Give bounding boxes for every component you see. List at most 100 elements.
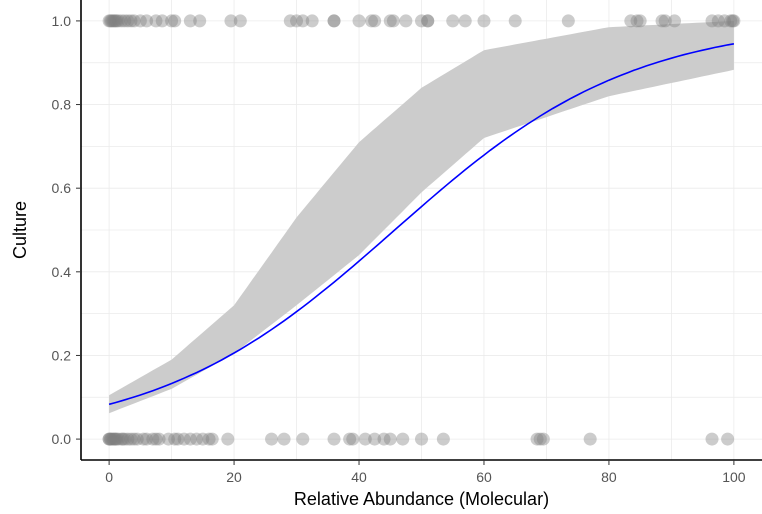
x-tick-label: 80 (601, 469, 617, 485)
data-point-culture-1 (630, 14, 644, 28)
data-point-culture-1 (711, 14, 725, 28)
data-point-culture-1 (165, 14, 179, 28)
data-point-culture-1 (561, 14, 575, 28)
data-point-culture-1 (383, 14, 397, 28)
y-axis-title: Culture (10, 201, 30, 259)
data-point-culture-1 (352, 14, 366, 28)
data-point-culture-1 (193, 14, 207, 28)
data-point-culture-0 (377, 432, 391, 446)
data-point-culture-0 (108, 432, 122, 446)
data-point-culture-1 (655, 14, 669, 28)
data-point-culture-1 (149, 14, 163, 28)
data-point-culture-0 (103, 432, 117, 446)
data-point-culture-1 (421, 14, 435, 28)
data-point-culture-0 (130, 432, 144, 446)
data-point-culture-0 (196, 432, 210, 446)
data-point-culture-1 (724, 14, 738, 28)
data-point-culture-0 (102, 432, 116, 446)
data-point-culture-1 (133, 14, 147, 28)
data-point-culture-0 (436, 432, 450, 446)
y-axis-ticks: 0.0 0.2 0.4 0.6 0.8 1.0 (52, 13, 81, 447)
confidence-ribbon (109, 20, 734, 414)
data-point-culture-1 (668, 14, 682, 28)
data-point-culture-0 (177, 432, 191, 446)
data-point-culture-0 (116, 432, 130, 446)
data-point-culture-1 (290, 14, 304, 28)
data-point-culture-0 (583, 432, 597, 446)
data-point-culture-0 (102, 432, 116, 446)
data-point-culture-0 (111, 432, 125, 446)
data-point-culture-1 (140, 14, 154, 28)
logistic-fit-line (108, 43, 735, 406)
data-point-culture-1 (102, 14, 116, 28)
data-point-culture-1 (103, 14, 117, 28)
data-point-culture-1 (296, 14, 310, 28)
data-point-culture-1 (399, 14, 413, 28)
y-tick-label: 0.6 (52, 180, 72, 196)
data-point-culture-0 (396, 432, 410, 446)
data-point-culture-0 (343, 432, 357, 446)
data-point-culture-0 (277, 432, 291, 446)
data-point-culture-0 (705, 432, 719, 446)
data-point-culture-1 (121, 14, 135, 28)
data-point-culture-1 (365, 14, 379, 28)
data-point-culture-1 (633, 14, 647, 28)
data-point-culture-0 (183, 432, 197, 446)
data-point-culture-0 (124, 432, 138, 446)
data-point-culture-0 (168, 432, 182, 446)
data-point-culture-1 (111, 14, 125, 28)
data-point-culture-0 (721, 432, 735, 446)
y-tick-label: 0.2 (52, 347, 72, 363)
data-point-culture-1 (327, 14, 341, 28)
data-point-culture-0 (161, 432, 175, 446)
x-tick-label: 0 (105, 469, 113, 485)
data-point-culture-1 (446, 14, 460, 28)
data-point-culture-0 (136, 432, 150, 446)
data-point-culture-0 (202, 432, 216, 446)
data-point-culture-0 (221, 432, 235, 446)
data-point-culture-1 (106, 14, 120, 28)
data-point-culture-0 (368, 432, 382, 446)
data-point-culture-0 (149, 432, 163, 446)
x-tick-label: 60 (476, 469, 492, 485)
data-point-culture-0 (115, 432, 129, 446)
y-tick-label: 0.8 (52, 97, 72, 113)
data-point-culture-1 (115, 14, 129, 28)
data-point-culture-0 (536, 432, 550, 446)
data-point-culture-1 (718, 14, 732, 28)
data-point-culture-1 (283, 14, 297, 28)
data-points (102, 14, 741, 446)
data-point-culture-0 (118, 432, 132, 446)
data-point-culture-0 (205, 432, 219, 446)
data-point-culture-1 (368, 14, 382, 28)
data-point-culture-1 (705, 14, 719, 28)
data-point-culture-0 (110, 432, 124, 446)
data-point-culture-0 (106, 432, 120, 446)
data-point-culture-0 (327, 432, 341, 446)
data-point-culture-1 (127, 14, 141, 28)
data-point-culture-0 (358, 432, 372, 446)
x-tick-label: 20 (226, 469, 242, 485)
data-point-culture-1 (508, 14, 522, 28)
data-point-culture-1 (105, 14, 119, 28)
data-point-culture-0 (265, 432, 279, 446)
data-point-culture-0 (346, 432, 360, 446)
y-tick-label: 0.4 (52, 264, 72, 280)
data-point-culture-1 (305, 14, 319, 28)
data-point-culture-0 (533, 432, 547, 446)
data-point-culture-1 (327, 14, 341, 28)
data-point-culture-1 (727, 14, 741, 28)
data-point-culture-0 (108, 432, 122, 446)
data-point-culture-0 (171, 432, 185, 446)
data-point-culture-1 (108, 14, 122, 28)
data-point-culture-1 (183, 14, 197, 28)
data-point-culture-0 (127, 432, 141, 446)
data-point-culture-1 (458, 14, 472, 28)
data-point-culture-1 (107, 14, 121, 28)
data-point-culture-1 (624, 14, 638, 28)
data-point-culture-0 (140, 432, 154, 446)
data-point-culture-0 (530, 432, 544, 446)
data-point-culture-1 (155, 14, 169, 28)
data-point-culture-0 (190, 432, 204, 446)
